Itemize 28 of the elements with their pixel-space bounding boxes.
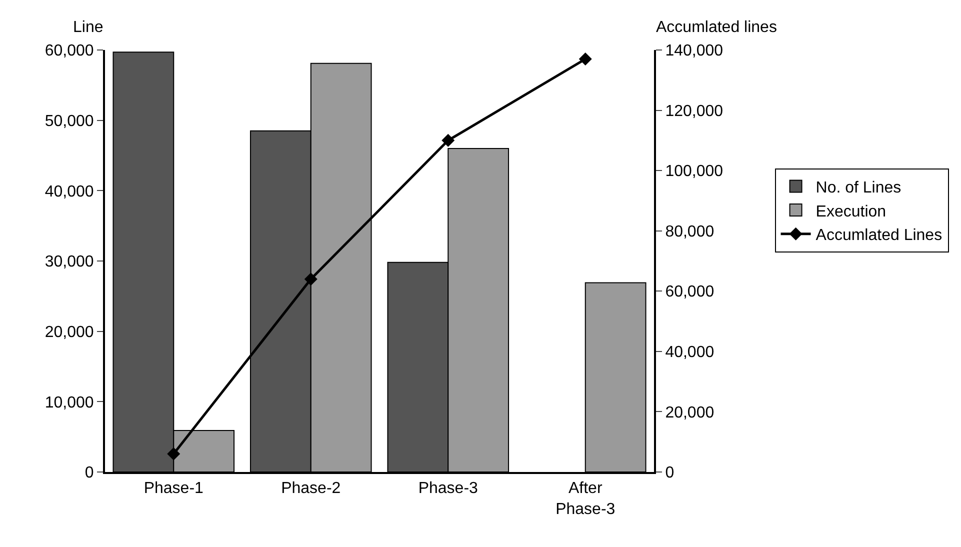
y-tick-label: 40,000 bbox=[44, 183, 94, 200]
x-tick-label: After Phase-3 bbox=[556, 480, 616, 518]
y2-tick-label: 120,000 bbox=[665, 102, 724, 120]
point bbox=[304, 272, 318, 286]
y2-tick-label: 140,000 bbox=[665, 42, 724, 60]
y-tick-label: 60,000 bbox=[44, 42, 94, 60]
y2-tick-label: 0 bbox=[665, 464, 674, 482]
legend-label: No. of Lines bbox=[816, 180, 902, 196]
x-tick-label: Phase-3 bbox=[418, 480, 478, 498]
point bbox=[442, 134, 455, 147]
y-tick-label: 20,000 bbox=[44, 324, 94, 341]
legend-label: Accumlated Lines bbox=[816, 227, 942, 244]
y2-tick-label: 100,000 bbox=[665, 163, 724, 180]
legend-label: Execution bbox=[816, 203, 886, 220]
y-tick-label: 0 bbox=[84, 464, 94, 482]
y2-tick-label: 40,000 bbox=[665, 344, 714, 362]
y2-tick-label: 60,000 bbox=[665, 284, 714, 301]
x-tick-label: Phase-2 bbox=[281, 480, 341, 498]
y-tick-label: 30,000 bbox=[44, 254, 94, 271]
y-axis-title: Line bbox=[73, 19, 104, 36]
y-tick-label: 50,000 bbox=[44, 112, 94, 130]
y-tick-label: 10,000 bbox=[44, 394, 94, 412]
point bbox=[167, 447, 180, 460]
y2-axis-title: Accumlated lines bbox=[656, 19, 777, 36]
x-tick-label: Phase-1 bbox=[144, 480, 204, 498]
y2-tick-label: 80,000 bbox=[665, 223, 714, 240]
y2-tick-label: 20,000 bbox=[665, 404, 714, 422]
point bbox=[578, 52, 592, 66]
